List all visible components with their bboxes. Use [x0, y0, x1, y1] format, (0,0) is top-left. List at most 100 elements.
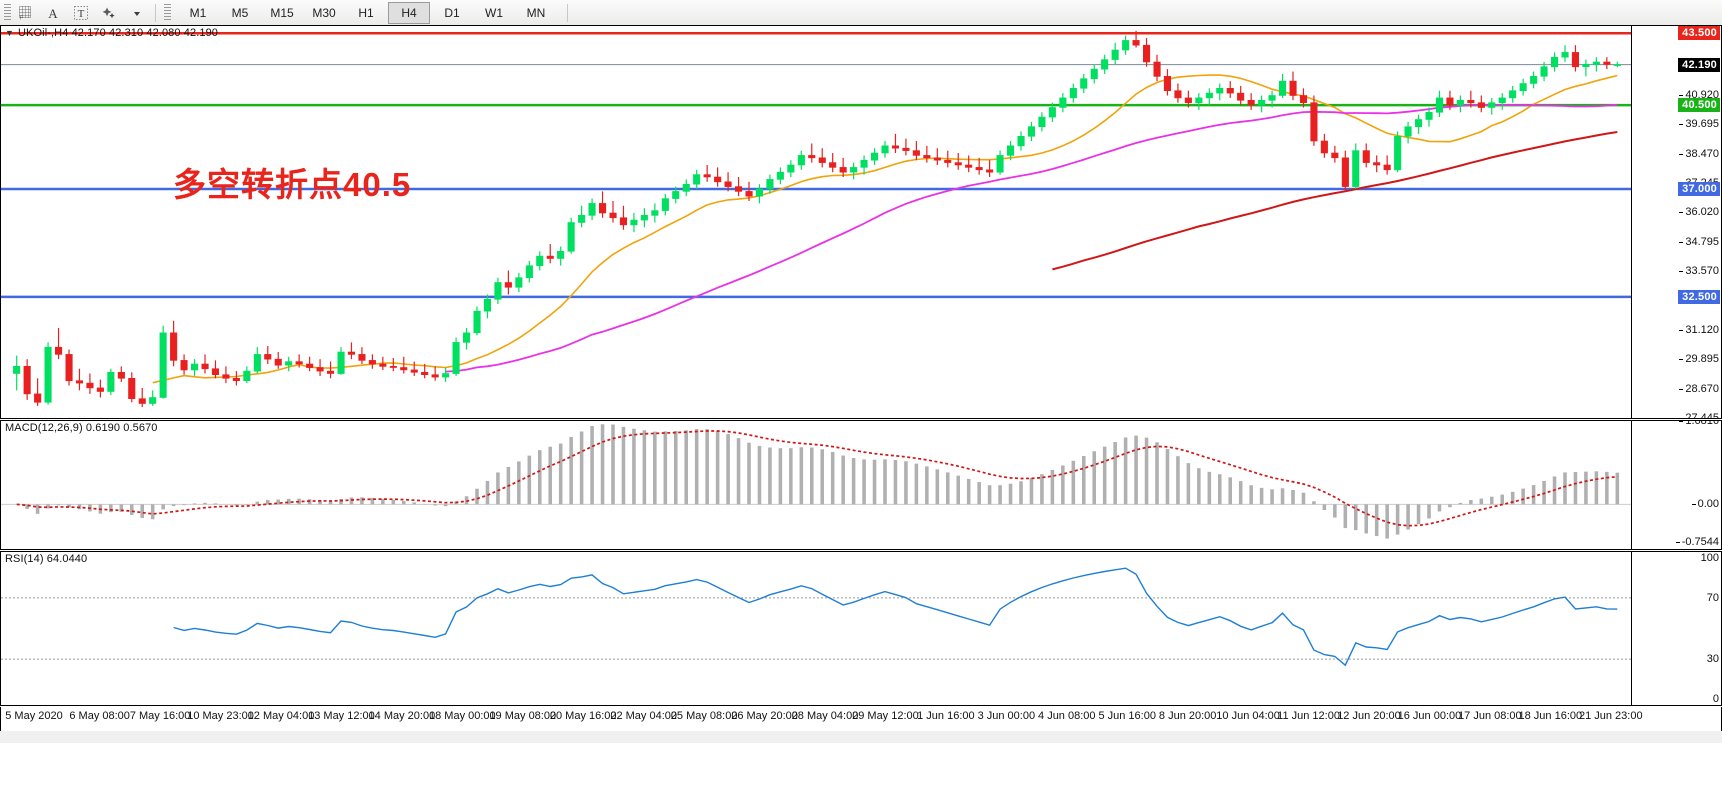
toolbar-grip[interactable] [4, 3, 11, 22]
rsi-tick: 100 [1700, 552, 1719, 564]
price-tick: 33.570 [1679, 265, 1719, 277]
svg-text:T: T [78, 8, 85, 20]
collapse-caret-icon[interactable]: ▼ [5, 28, 15, 38]
chart-annotation-text: 多空转折点40.5 [173, 166, 412, 203]
rsi-series-layer [1, 567, 1631, 667]
time-axis-label: 6 May 08:00 [69, 710, 130, 722]
timeframe-d1[interactable]: D1 [444, 5, 460, 20]
chart-frame: 多空转折点40.5 ▼ UKOil-,H4 42.170 42.310 42.08… [0, 25, 1722, 794]
price-plot-area[interactable]: 多空转折点40.5 [1, 26, 1631, 418]
time-axis-label: 10 Jun 04:00 [1216, 710, 1280, 722]
price-tick: 28.670 [1679, 383, 1719, 395]
timeframe-grip[interactable] [164, 3, 171, 22]
tick-dash [1679, 271, 1684, 273]
tick-dash [1679, 359, 1684, 361]
rsi-panel-header: RSI(14) 64.0440 [5, 553, 88, 565]
price-tag-support[interactable]: 37.000 [1678, 181, 1720, 196]
rsi-panel[interactable]: RSI(14) 64.0440 100 70 30 0 [0, 551, 1722, 706]
tick-dash [1679, 124, 1684, 126]
svg-text:F: F [20, 16, 23, 21]
rsi-tick: 0 [1712, 693, 1719, 705]
tick-dash [1679, 418, 1683, 419]
time-axis[interactable]: 5 May 2020 6 May 08:00 7 May 16:00 10 May 2… [0, 707, 1722, 731]
time-axis-label: 5 May 2020 [5, 710, 63, 722]
price-panel-header: ▼ UKOil-,H4 42.170 42.310 42.080 42.190 [5, 27, 218, 39]
time-axis-label: 4 Jun 08:00 [1038, 710, 1096, 722]
timeframe-m15[interactable]: M15 [270, 5, 294, 20]
macd-plot-area[interactable] [1, 421, 1631, 549]
price-tick: 34.795 [1679, 236, 1719, 248]
time-axis-label: 17 Jun 08:00 [1458, 710, 1522, 722]
tick-dash [1679, 329, 1684, 331]
macd-tick: 1.6816 [1679, 421, 1719, 427]
toolbar-divider-2 [567, 3, 568, 22]
price-panel[interactable]: 多空转折点40.5 ▼ UKOil-,H4 42.170 42.310 42.08… [0, 25, 1722, 419]
price-tag-support[interactable]: 32.500 [1678, 289, 1720, 304]
price-tag-resistance[interactable]: 43.500 [1678, 26, 1720, 41]
tick-dash [1679, 241, 1684, 243]
price-header-text: UKOil-,H4 42.170 42.310 42.080 42.190 [18, 27, 219, 39]
toolbar-divider [155, 3, 156, 22]
tick-dash [1675, 541, 1680, 543]
macd-axis[interactable]: 1.6816 0.00 -0.7544 [1631, 421, 1721, 549]
time-axis-label: 18 May 00:00 [429, 710, 496, 722]
macd-series-layer [1, 424, 1631, 539]
tick-dash [1679, 212, 1684, 214]
price-tag-pivot[interactable]: 40.500 [1678, 98, 1720, 113]
timeframe-mn[interactable]: MN [526, 5, 546, 20]
macd-tick: 0.00 [1691, 498, 1719, 510]
time-axis-label: 1 Jun 16:00 [917, 710, 975, 722]
price-tick: 39.695 [1679, 118, 1719, 130]
time-axis-label: 29 May 12:00 [852, 710, 919, 722]
timeframe-m1[interactable]: M1 [189, 5, 207, 20]
timeframe-h1[interactable]: H1 [358, 5, 374, 20]
price-tick: 38.470 [1679, 148, 1719, 160]
time-axis-label: 14 May 20:00 [368, 710, 436, 722]
time-axis-label: 12 May 04:00 [247, 710, 315, 722]
time-axis-label: 12 Jun 20:00 [1337, 710, 1401, 722]
tick-dash [1679, 95, 1684, 97]
time-axis-label: 18 Jun 16:00 [1518, 710, 1583, 722]
time-axis-label: 28 May 04:00 [791, 710, 859, 722]
price-axis[interactable]: 43.37042.14540.92039.69538.47037.24536.0… [1631, 26, 1721, 418]
time-axis-label: 11 Jun 12:00 [1277, 710, 1340, 722]
label-tool-icon[interactable]: T [68, 2, 94, 24]
price-tick: 36.020 [1679, 206, 1719, 218]
macd-panel-header: MACD(12,26,9) 0.6190 0.5670 [5, 422, 158, 434]
objects-tool-icon[interactable] [96, 2, 122, 24]
price-tick: 27.445 [1685, 412, 1719, 418]
status-bar [0, 731, 1722, 743]
time-axis-label: 22 May 04:00 [610, 710, 677, 722]
rsi-tick: 70 [1706, 591, 1719, 604]
text-tool-icon[interactable]: A [40, 2, 66, 24]
price-tag-last-price[interactable]: 42.190 [1678, 57, 1720, 72]
toolbar: F A T M1 M5 M15 M30 H1 H4 D1 W1 MN [0, 0, 1722, 26]
timeframe-m5[interactable]: M5 [231, 5, 249, 20]
time-axis-label: 13 May 12:00 [308, 710, 375, 722]
tick-dash [1691, 504, 1696, 506]
time-axis-label: 10 May 23:00 [187, 710, 254, 722]
price-tick: 29.895 [1679, 353, 1719, 365]
rsi-plot-area[interactable] [1, 552, 1631, 705]
time-axis-label: 5 Jun 16:00 [1098, 710, 1156, 722]
time-axis-label: 16 Jun 00:00 [1397, 710, 1462, 722]
tick-dash [1679, 421, 1684, 422]
time-axis-label: 7 May 16:00 [129, 710, 191, 722]
rsi-tick: 30 [1706, 653, 1719, 666]
time-axis-label: 20 May 16:00 [549, 710, 617, 722]
chevron-down-icon[interactable] [124, 2, 150, 24]
price-tick: 31.120 [1679, 324, 1719, 336]
price-series-layer [1, 30, 1631, 408]
time-axis-label: 21 Jun 23:00 [1578, 710, 1643, 722]
crosshair-tool-icon[interactable]: F [12, 2, 38, 24]
timeframe-group: M1 M5 M15 M30 H1 H4 D1 W1 MN [177, 1, 557, 24]
rsi-axis[interactable]: 100 70 30 0 [1631, 552, 1721, 705]
macd-panel[interactable]: MACD(12,26,9) 0.6190 0.5670 1.6816 0.00 -0… [0, 420, 1722, 550]
timeframe-m30[interactable]: M30 [312, 5, 336, 20]
timeframe-h4[interactable]: H4 [388, 1, 430, 24]
price-tick: 40.920 [1679, 89, 1719, 101]
time-axis-label: 25 May 08:00 [670, 710, 738, 722]
timeframe-w1[interactable]: W1 [485, 5, 503, 20]
macd-tick: -0.7544 [1675, 536, 1719, 548]
